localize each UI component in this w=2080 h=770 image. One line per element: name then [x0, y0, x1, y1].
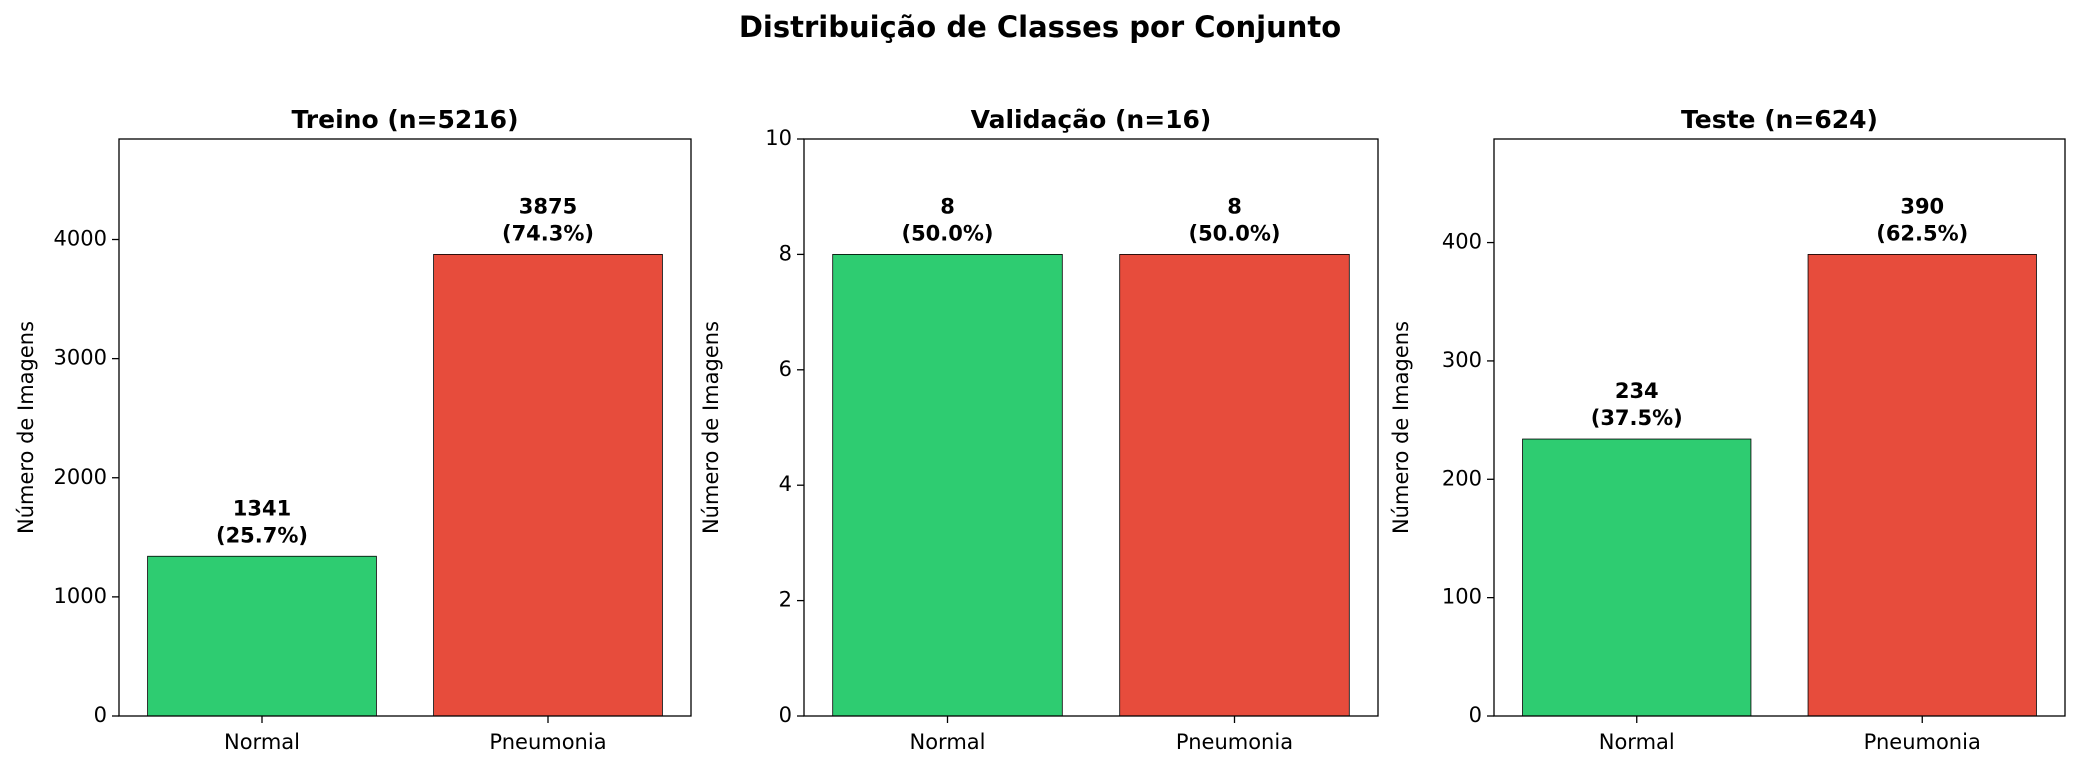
x-tick-label: Pneumonia — [1176, 730, 1293, 754]
figure-title: Distribuição de Classes por Conjunto — [739, 10, 1341, 44]
y-tick-label: 2 — [779, 588, 792, 612]
x-tick-label: Normal — [910, 730, 986, 754]
x-tick-label: Normal — [224, 730, 300, 754]
x-tick-label: Normal — [1599, 730, 1675, 754]
bar — [1522, 438, 1752, 717]
axes-frame — [803, 138, 1379, 717]
panel-title: Validação (n=16) — [971, 105, 1212, 134]
y-tick-label: 0 — [779, 703, 792, 727]
y-axis-label: Número de Imagens — [14, 321, 38, 534]
y-tick-label: 300 — [1442, 348, 1482, 372]
bar — [433, 253, 663, 717]
axes-frame — [1493, 138, 2066, 717]
value-label: 8 (50.0%) — [901, 194, 993, 245]
value-label: 234 (37.5%) — [1591, 379, 1683, 430]
value-label: 390 (62.5%) — [1876, 194, 1968, 245]
y-tick-label: 400 — [1442, 230, 1482, 254]
x-tick-label: Pneumonia — [489, 730, 606, 754]
y-tick-label: 6 — [779, 357, 792, 381]
value-label: 8 (50.0%) — [1188, 194, 1280, 245]
y-tick-label: 2000 — [54, 465, 107, 489]
y-axis-label: Número de Imagens — [1389, 321, 1413, 534]
y-tick-label: 1000 — [54, 584, 107, 608]
y-tick-label: 8 — [779, 241, 792, 265]
bar — [832, 253, 1063, 717]
value-label: 1341 (25.7%) — [216, 496, 308, 547]
y-tick-label: 4 — [779, 472, 792, 496]
y-tick-label: 100 — [1442, 585, 1482, 609]
x-tick-label: Pneumonia — [1864, 730, 1981, 754]
y-tick-label: 200 — [1442, 466, 1482, 490]
y-tick-label: 3000 — [54, 346, 107, 370]
axes-frame — [118, 138, 692, 717]
bar — [1119, 253, 1350, 717]
y-tick-label: 0 — [1469, 703, 1482, 727]
y-tick-label: 0 — [94, 703, 107, 727]
panel-title: Treino (n=5216) — [291, 105, 518, 134]
value-label: 3875 (74.3%) — [502, 194, 594, 245]
bar — [147, 555, 377, 717]
panel-title: Teste (n=624) — [1681, 105, 1878, 134]
y-tick-label: 4000 — [54, 227, 107, 251]
y-tick-label: 10 — [765, 126, 792, 150]
y-axis-label: Número de Imagens — [699, 321, 723, 534]
bar — [1807, 253, 2037, 717]
